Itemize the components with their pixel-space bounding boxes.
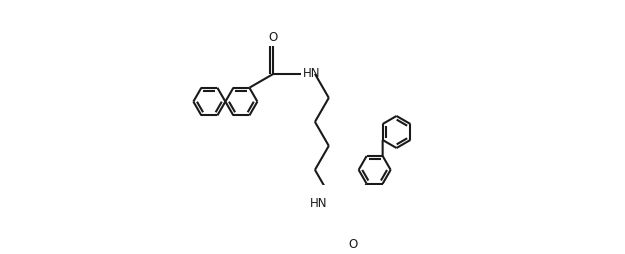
Text: HN: HN [302, 67, 320, 80]
Text: O: O [348, 238, 358, 251]
Text: HN: HN [310, 197, 328, 210]
Text: O: O [269, 31, 278, 44]
